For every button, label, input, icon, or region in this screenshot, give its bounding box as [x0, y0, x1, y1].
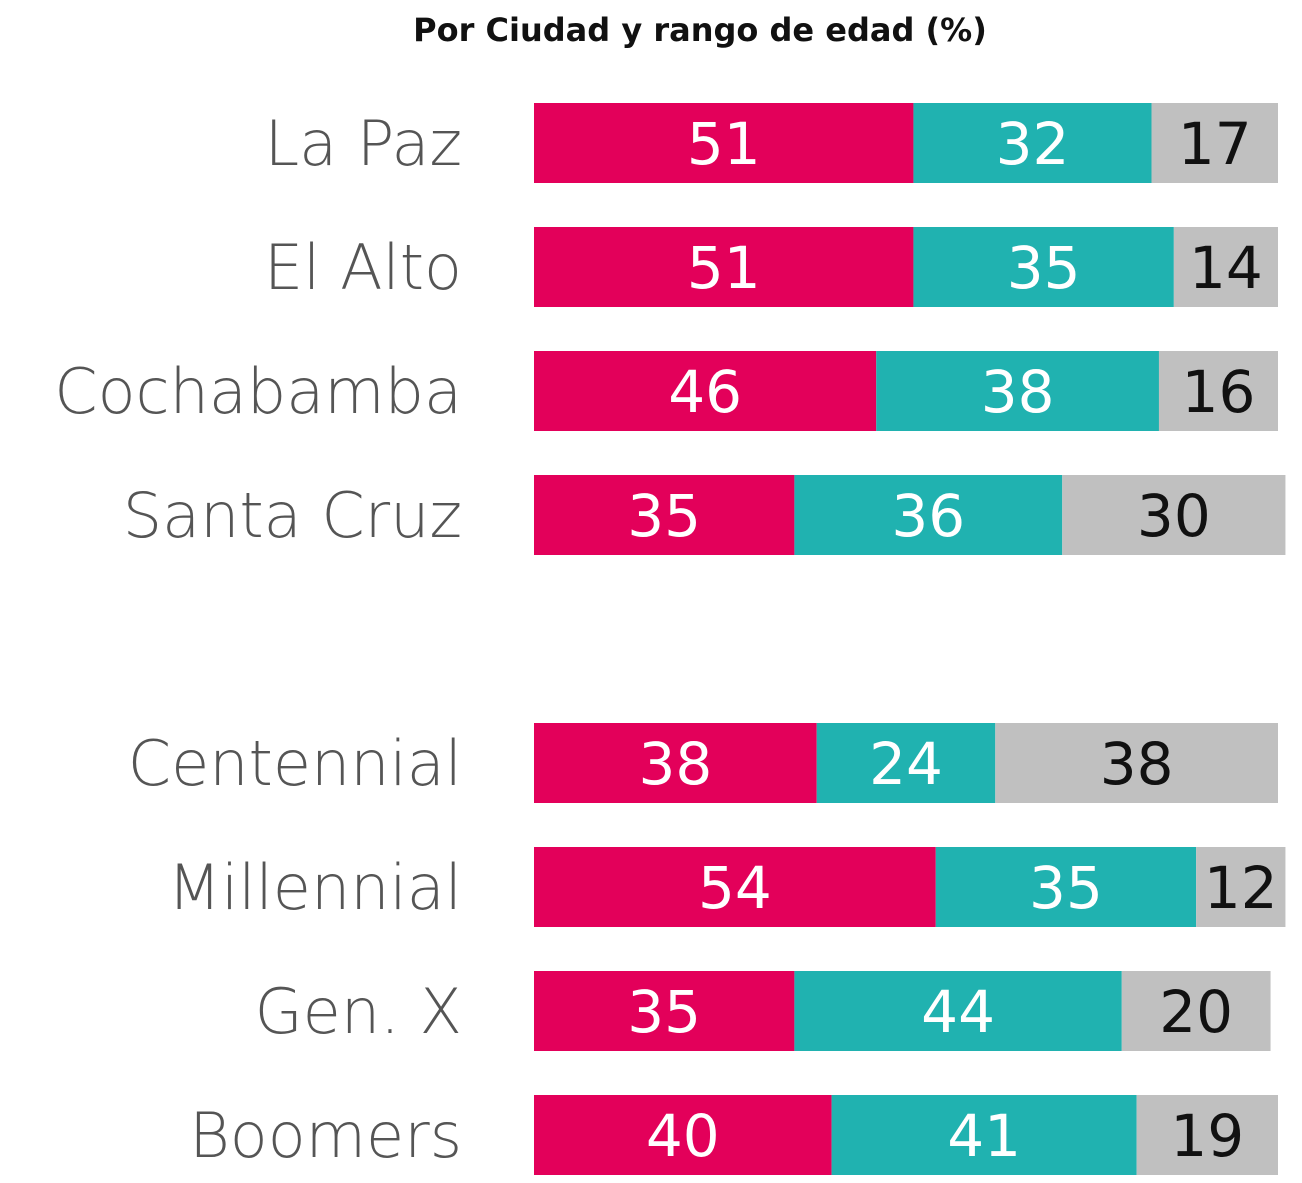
bar-segment	[534, 351, 877, 431]
category-label: Cochabamba	[54, 355, 462, 428]
value-label: 16	[1182, 358, 1256, 426]
category-label: Millennial	[168, 851, 462, 924]
value-label: 12	[1204, 854, 1278, 922]
bar-segment	[1136, 1095, 1278, 1175]
value-label: 38	[638, 730, 712, 798]
bar-segment	[794, 971, 1122, 1051]
value-label: 20	[1159, 978, 1233, 1046]
category-label: El Alto	[264, 231, 462, 304]
value-label: 54	[698, 854, 772, 922]
value-label: 38	[1100, 730, 1174, 798]
bar-segment	[816, 723, 996, 803]
bar-segment	[534, 227, 914, 307]
value-label: 44	[921, 978, 995, 1046]
bar-segment	[913, 103, 1152, 183]
bar-segment	[831, 1095, 1137, 1175]
bar-segment	[1173, 227, 1278, 307]
value-label: 35	[627, 978, 701, 1046]
bar-segment	[876, 351, 1159, 431]
value-label: 35	[1007, 234, 1081, 302]
value-label: 46	[668, 358, 742, 426]
category-label: La Paz	[265, 107, 462, 180]
value-label: 41	[947, 1102, 1021, 1170]
value-label: 51	[687, 234, 761, 302]
value-label: 19	[1170, 1102, 1244, 1170]
value-label: 32	[996, 110, 1070, 178]
bar-segment	[534, 847, 936, 927]
value-label: 36	[891, 482, 965, 550]
category-label: Centennial	[128, 727, 462, 800]
bar-segment	[913, 227, 1174, 307]
value-label: 24	[869, 730, 943, 798]
value-label: 14	[1189, 234, 1263, 302]
bar-segment	[1062, 475, 1286, 555]
value-label: 35	[1029, 854, 1103, 922]
value-label: 17	[1178, 110, 1252, 178]
category-label: Boomers	[189, 1099, 462, 1172]
bar-segment	[1121, 971, 1271, 1051]
bar-segment	[1196, 847, 1286, 927]
bar-segment	[995, 723, 1278, 803]
bar-segment	[1158, 351, 1278, 431]
bar-segment	[534, 1095, 832, 1175]
category-label: Gen. X	[255, 975, 462, 1048]
bar-segment	[1151, 103, 1278, 183]
bar-segment	[794, 475, 1063, 555]
bar-segment	[534, 475, 795, 555]
bar-segment	[534, 971, 795, 1051]
value-label: 30	[1137, 482, 1211, 550]
chart-title: Por Ciudad y rango de edad (%)	[413, 11, 987, 49]
value-label: 38	[981, 358, 1055, 426]
category-label: Santa Cruz	[123, 479, 462, 552]
value-label: 40	[646, 1102, 720, 1170]
bar-segment	[534, 723, 817, 803]
bar-segment	[935, 847, 1197, 927]
value-label: 35	[627, 482, 701, 550]
bar-segment	[534, 103, 914, 183]
value-label: 51	[687, 110, 761, 178]
